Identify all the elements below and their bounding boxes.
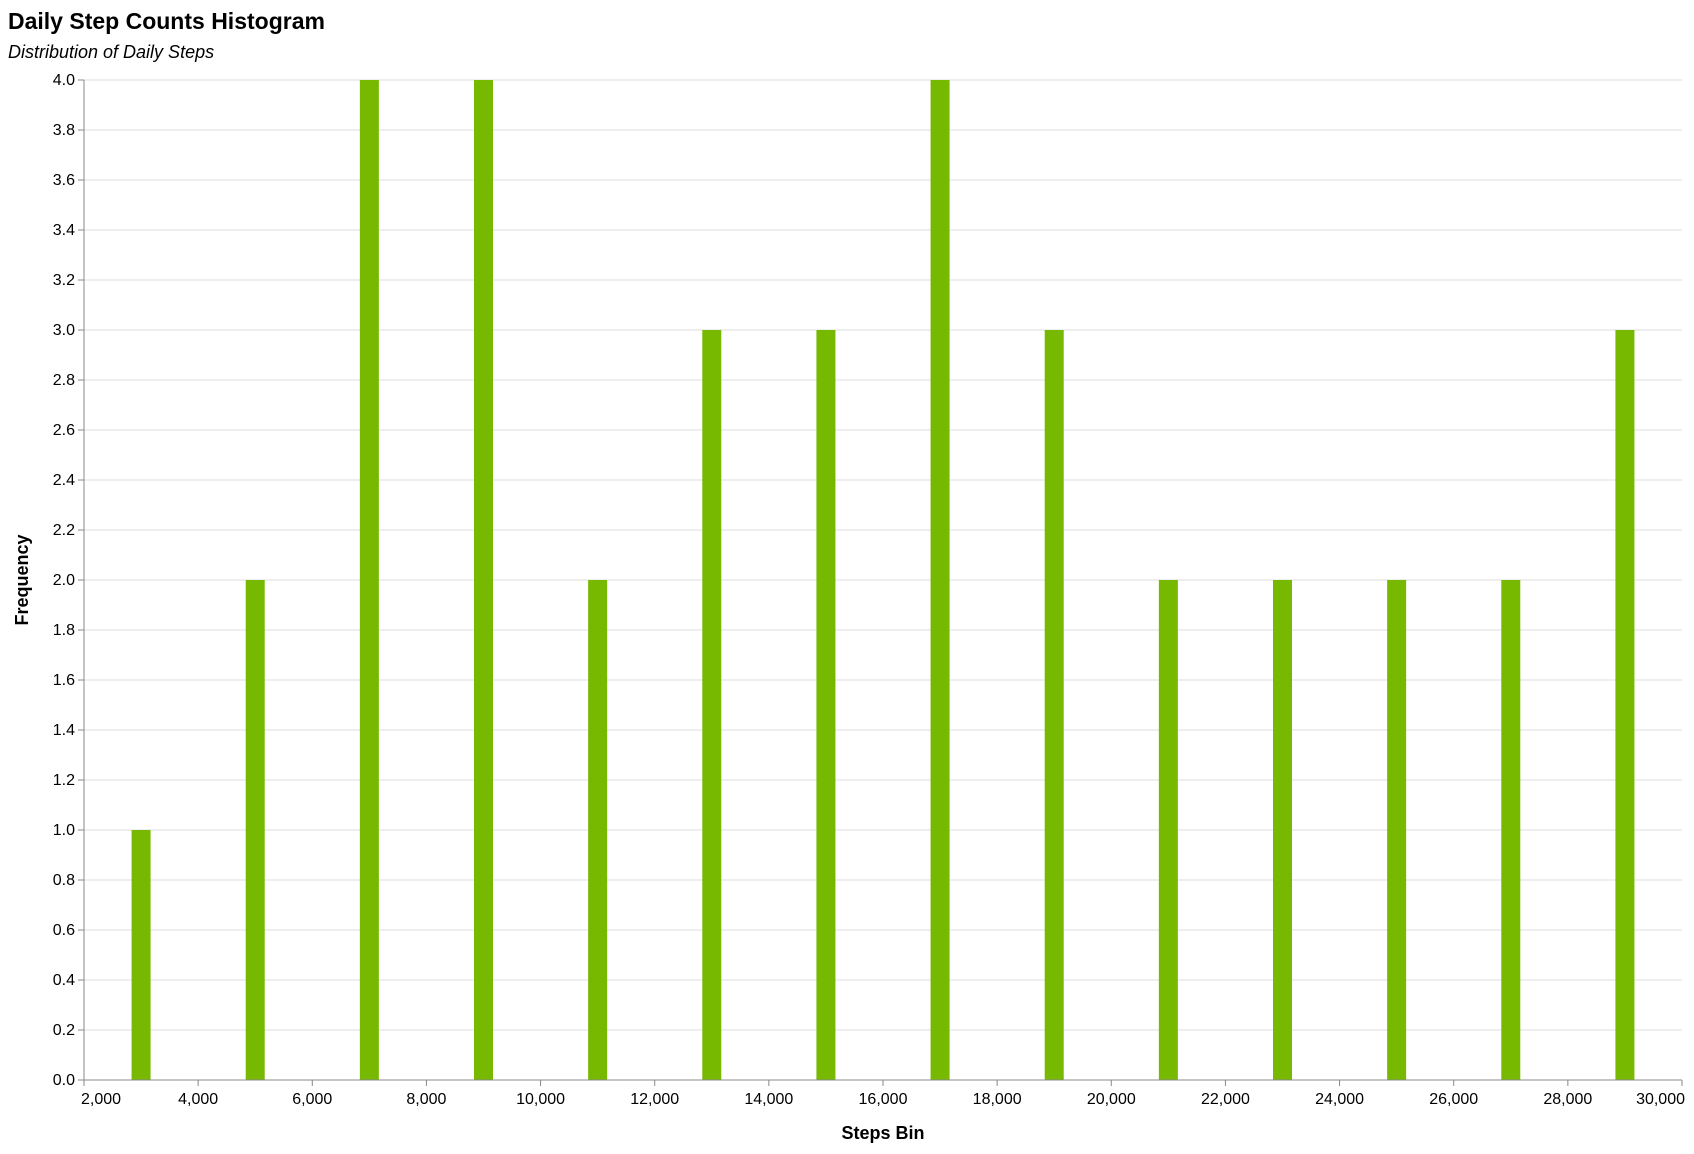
histogram-bar	[1273, 580, 1292, 1080]
x-tick-label: 18,000	[973, 1091, 1022, 1108]
y-axis-title: Frequency	[12, 534, 32, 625]
y-tick-label: 0.0	[53, 1072, 75, 1089]
x-axis-ticks: 2,000 4,000 6,000 8,000 10,000 12,000 14,000 16…	[81, 1080, 1685, 1108]
histogram-bar	[1615, 330, 1635, 1080]
y-tick-label: 2.2	[53, 522, 75, 539]
y-tick-label: 1.6	[53, 672, 75, 689]
x-axis-title: Steps Bin	[841, 1123, 924, 1143]
y-tick-label: 1.8	[53, 622, 75, 639]
bars	[131, 80, 1635, 1080]
x-tick-label: 20,000	[1087, 1091, 1136, 1108]
x-tick-label: 26,000	[1429, 1091, 1478, 1108]
histogram-bar	[1044, 330, 1064, 1080]
y-tick-label: 0.4	[53, 972, 75, 989]
y-tick-label: 2.6	[53, 422, 75, 439]
y-tick-label: 3.6	[53, 172, 75, 189]
y-tick-label: 2.8	[53, 372, 75, 389]
histogram-bar	[816, 330, 836, 1080]
y-tick-label: 3.0	[53, 322, 75, 339]
histogram-bar	[245, 580, 265, 1080]
gridlines	[84, 79, 1682, 1081]
histogram-bar	[1501, 580, 1521, 1080]
x-tick-label: 4,000	[178, 1091, 218, 1108]
chart-subtitle: Distribution of Daily Steps	[8, 42, 214, 62]
y-tick-label: 2.4	[53, 472, 75, 489]
y-tick-label: 1.0	[53, 822, 75, 839]
histogram-bar	[131, 830, 151, 1080]
y-axis-ticks: 0.0 0.2 0.4 0.6 0.8 1.0 1.2 1.4 1.6 1.8 2.0 2.2 2.4 2…	[53, 72, 84, 1089]
y-tick-label: 2.0	[53, 572, 75, 589]
y-tick-label: 3.8	[53, 122, 75, 139]
x-tick-label: 14,000	[744, 1091, 793, 1108]
y-tick-label: 1.4	[53, 722, 75, 739]
histogram-bar	[702, 330, 722, 1080]
y-tick-label: 0.6	[53, 922, 75, 939]
histogram-bar	[588, 580, 608, 1080]
x-tick-label: 30,000	[1636, 1091, 1685, 1108]
x-tick-label: 2,000	[81, 1091, 121, 1108]
y-tick-label: 0.2	[53, 1022, 75, 1039]
y-tick-label: 3.2	[53, 272, 75, 289]
x-tick-label: 6,000	[292, 1091, 332, 1108]
x-tick-label: 22,000	[1201, 1091, 1250, 1108]
histogram-bar	[930, 80, 950, 1080]
x-tick-label: 28,000	[1543, 1091, 1592, 1108]
x-tick-label: 8,000	[406, 1091, 446, 1108]
x-tick-label: 16,000	[859, 1091, 908, 1108]
histogram-bar	[1158, 580, 1178, 1080]
chart-title: Daily Step Counts Histogram	[8, 8, 325, 34]
y-tick-label: 3.4	[53, 222, 75, 239]
x-tick-label: 24,000	[1315, 1091, 1364, 1108]
x-tick-label: 10,000	[516, 1091, 565, 1108]
y-tick-label: 4.0	[53, 72, 75, 89]
y-tick-label: 1.2	[53, 772, 75, 789]
histogram-bar	[474, 80, 493, 1080]
x-tick-label: 12,000	[630, 1091, 679, 1108]
y-tick-label: 0.8	[53, 872, 75, 889]
histogram-bar	[1387, 580, 1407, 1080]
histogram-bar	[359, 80, 379, 1080]
